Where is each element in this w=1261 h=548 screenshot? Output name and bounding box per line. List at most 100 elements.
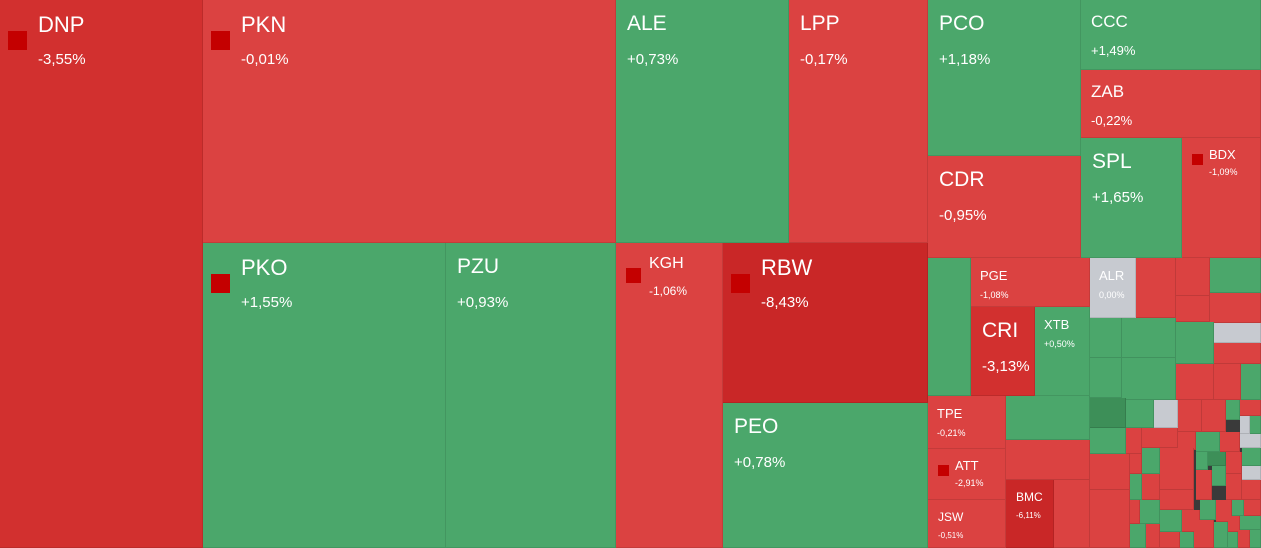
tile-minor[interactable] bbox=[1210, 258, 1261, 293]
tile-zab[interactable]: ZAB -0,22% bbox=[1081, 70, 1261, 138]
tile-minor[interactable] bbox=[1228, 532, 1238, 548]
tile-pco[interactable]: PCO +1,18% bbox=[928, 0, 1081, 156]
tile-change: -3,55% bbox=[38, 51, 86, 68]
tile-minor[interactable] bbox=[1244, 500, 1261, 516]
tile-minor[interactable] bbox=[1208, 452, 1226, 466]
tile-ticker: PCO bbox=[939, 12, 985, 35]
tile-minor[interactable] bbox=[1180, 532, 1194, 548]
tile-kgh[interactable]: KGH -1,06% bbox=[616, 243, 723, 548]
tile-pzu[interactable]: PZU +0,93% bbox=[446, 243, 616, 548]
tile-xtb[interactable]: XTB +0,50% bbox=[1035, 307, 1090, 396]
tile-pkn[interactable]: PKN -0,01% bbox=[203, 0, 616, 243]
tile-minor[interactable] bbox=[1126, 428, 1142, 454]
tile-change: +1,55% bbox=[241, 294, 293, 311]
tile-ticker: CRI bbox=[982, 319, 1019, 342]
tile-spl[interactable]: SPL +1,65% bbox=[1081, 138, 1182, 258]
tile-minor[interactable] bbox=[1250, 530, 1261, 548]
tile-minor[interactable] bbox=[1242, 448, 1261, 466]
tile-minor[interactable] bbox=[1126, 400, 1154, 428]
tile-minor[interactable] bbox=[1232, 500, 1244, 516]
tile-minor[interactable] bbox=[1240, 516, 1261, 530]
tile-minor[interactable] bbox=[1142, 428, 1178, 448]
tile-minor[interactable] bbox=[1238, 530, 1250, 548]
tile-minor[interactable] bbox=[1130, 454, 1142, 474]
tile-minor[interactable] bbox=[1090, 358, 1122, 398]
tile-minor[interactable] bbox=[1226, 474, 1242, 500]
tile-minor[interactable] bbox=[1220, 432, 1240, 452]
tile-minor[interactable] bbox=[1250, 416, 1261, 434]
tile-change: -0,22% bbox=[1091, 113, 1133, 128]
tile-minor[interactable] bbox=[1214, 323, 1261, 343]
tile-pge[interactable]: PGE -1,08% bbox=[971, 258, 1090, 307]
tile-minor[interactable] bbox=[1240, 416, 1250, 434]
tile-minor[interactable] bbox=[1090, 490, 1130, 548]
tile-minor[interactable] bbox=[1006, 440, 1090, 480]
tile-bdx[interactable]: BDX -1,09% bbox=[1182, 138, 1261, 258]
tile-minor[interactable] bbox=[1090, 398, 1126, 428]
tile-minor[interactable] bbox=[1090, 454, 1130, 490]
tile-minor[interactable] bbox=[1090, 318, 1122, 358]
tile-ale[interactable]: ALE +0,73% bbox=[616, 0, 789, 243]
tile-minor[interactable] bbox=[1210, 293, 1261, 323]
tile-minor[interactable] bbox=[1176, 364, 1214, 400]
tile-minor[interactable] bbox=[1196, 432, 1220, 452]
tile-minor[interactable] bbox=[1146, 524, 1160, 548]
tile-minor[interactable] bbox=[1242, 466, 1261, 480]
tile-minor[interactable] bbox=[1130, 474, 1142, 500]
tile-minor[interactable] bbox=[1054, 480, 1090, 548]
tile-minor[interactable] bbox=[1160, 448, 1194, 490]
tile-minor[interactable] bbox=[1142, 448, 1160, 474]
tile-minor[interactable] bbox=[1242, 480, 1261, 500]
tile-minor[interactable] bbox=[1226, 400, 1240, 420]
tile-alr[interactable]: ALR 0,00% bbox=[1090, 258, 1136, 318]
tile-minor[interactable] bbox=[1202, 400, 1226, 432]
tile-minor[interactable] bbox=[1240, 434, 1261, 448]
tile-jsw[interactable]: JSW -0,51% bbox=[928, 500, 1006, 548]
tile-pko[interactable]: PKO +1,55% bbox=[203, 243, 446, 548]
tile-minor[interactable] bbox=[1226, 452, 1242, 474]
tile-minor[interactable] bbox=[1176, 296, 1210, 322]
tile-minor[interactable] bbox=[1176, 322, 1214, 364]
tile-ticker: PZU bbox=[457, 255, 499, 278]
tile-minor[interactable] bbox=[1196, 452, 1208, 470]
tile-minor[interactable] bbox=[1214, 343, 1261, 364]
tile-ccc[interactable]: CCC +1,49% bbox=[1081, 0, 1261, 70]
tile-minor[interactable] bbox=[1214, 522, 1228, 548]
tile-minor[interactable] bbox=[1176, 258, 1210, 296]
tile-minor[interactable] bbox=[1160, 510, 1182, 532]
tile-minor[interactable] bbox=[1122, 318, 1176, 358]
tile-cdr[interactable]: CDR -0,95% bbox=[928, 156, 1081, 258]
tile-minor[interactable] bbox=[1090, 428, 1126, 454]
tile-minor[interactable] bbox=[928, 258, 971, 396]
tile-minor[interactable] bbox=[1006, 396, 1090, 440]
tile-tpe[interactable]: TPE -0,21% bbox=[928, 396, 1006, 449]
tile-minor[interactable] bbox=[1160, 490, 1194, 510]
tile-minor[interactable] bbox=[1200, 500, 1216, 520]
tile-minor[interactable] bbox=[1142, 474, 1160, 500]
tile-minor[interactable] bbox=[1122, 358, 1176, 400]
tile-minor[interactable] bbox=[1240, 400, 1261, 416]
tile-cri[interactable]: CRI -3,13% bbox=[971, 307, 1035, 396]
tile-minor[interactable] bbox=[1130, 500, 1140, 524]
tile-dnp[interactable]: DNP -3,55% bbox=[0, 0, 203, 548]
tile-minor[interactable] bbox=[1160, 532, 1180, 548]
tile-minor[interactable] bbox=[1228, 516, 1240, 532]
tile-minor[interactable] bbox=[1241, 364, 1261, 400]
tile-att[interactable]: ATT -2,91% bbox=[928, 449, 1006, 500]
tile-ticker: ALE bbox=[627, 12, 667, 35]
tile-minor[interactable] bbox=[1178, 400, 1202, 432]
tile-peo[interactable]: PEO +0,78% bbox=[723, 403, 928, 548]
tile-minor[interactable] bbox=[1140, 500, 1160, 524]
tile-minor[interactable] bbox=[1136, 258, 1176, 318]
tile-minor[interactable] bbox=[1130, 524, 1146, 548]
tile-minor[interactable] bbox=[1214, 364, 1241, 400]
tile-minor[interactable] bbox=[1196, 470, 1212, 500]
tile-bmc[interactable]: BMC -6,11% bbox=[1006, 480, 1054, 548]
tile-lpp[interactable]: LPP -0,17% bbox=[789, 0, 928, 243]
tile-change: -0,21% bbox=[937, 428, 966, 438]
tile-ticker: PKN bbox=[241, 12, 287, 37]
tile-minor[interactable] bbox=[1194, 520, 1214, 548]
tile-rbw[interactable]: RBW -8,43% bbox=[723, 243, 928, 403]
tile-minor[interactable] bbox=[1154, 400, 1178, 428]
tile-minor[interactable] bbox=[1212, 466, 1226, 486]
